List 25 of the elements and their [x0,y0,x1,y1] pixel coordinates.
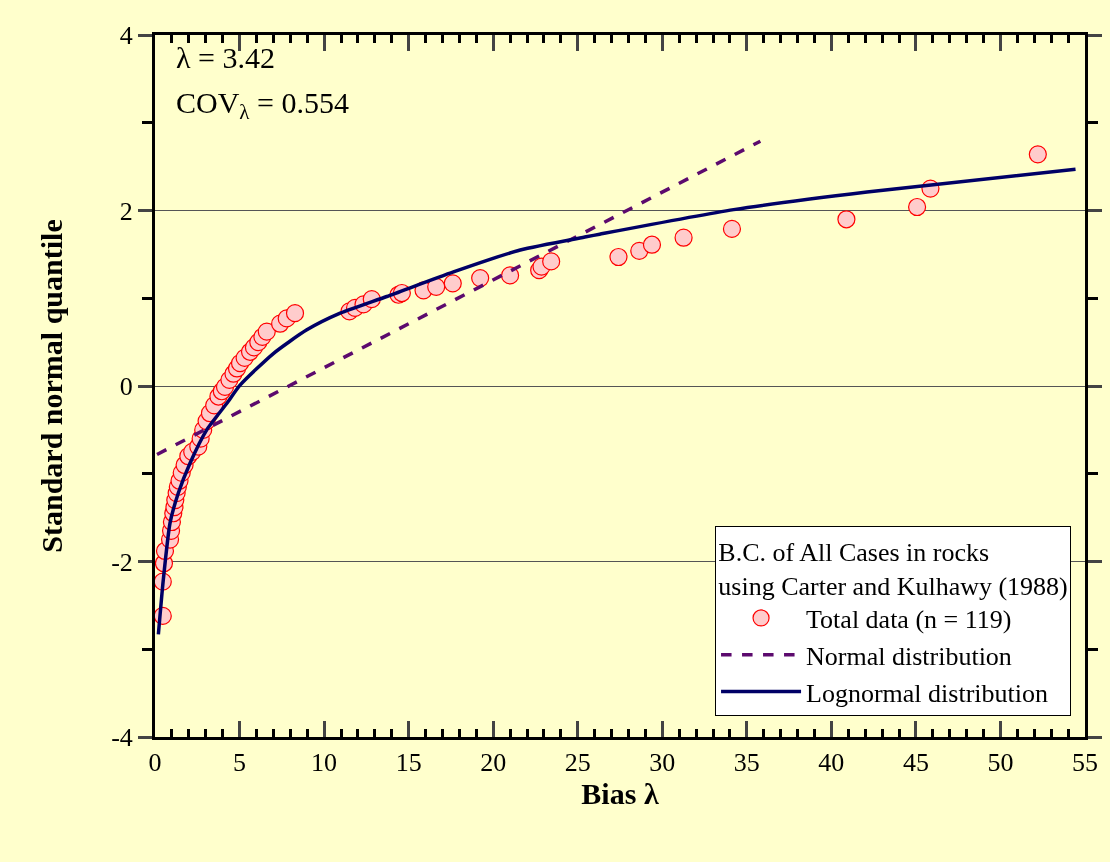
x-axis-title: Bias λ [581,777,659,811]
legend-title: B.C. of All Cases in rocks using Carter and Kulhawy (1988) [718,537,1068,601]
x-tick-label: 45 [902,748,929,778]
y-tick-label: -2 [111,547,133,577]
x-tick-label: 25 [564,748,591,778]
x-tick-label: 35 [733,748,760,778]
legend-label: Total data (n = 119) [806,605,1012,635]
x-tick-label: 20 [480,748,507,778]
x-tick-label: 0 [148,748,162,778]
x-tick-label: 15 [395,748,422,778]
legend-label: Lognormal distribution [806,678,1048,708]
legend-label: Normal distribution [806,641,1012,671]
x-tick-label: 55 [1072,748,1098,778]
x-tick-label: 50 [987,748,1014,778]
annotation: λ = 3.42 [176,41,275,74]
x-tick-label: 40 [818,748,845,778]
annotation: COV$_{λ}$ = 0.554 [176,86,349,125]
y-axis-title: Standard normal quantile [35,219,69,553]
y-tick-label: 4 [119,21,133,51]
x-tick-label: 30 [649,748,676,778]
x-tick-label: 10 [311,748,338,778]
x-tick-label: 5 [233,748,247,778]
y-tick-label: 2 [119,196,133,226]
y-tick-label: -4 [111,723,133,753]
y-tick-label: 0 [119,372,133,402]
